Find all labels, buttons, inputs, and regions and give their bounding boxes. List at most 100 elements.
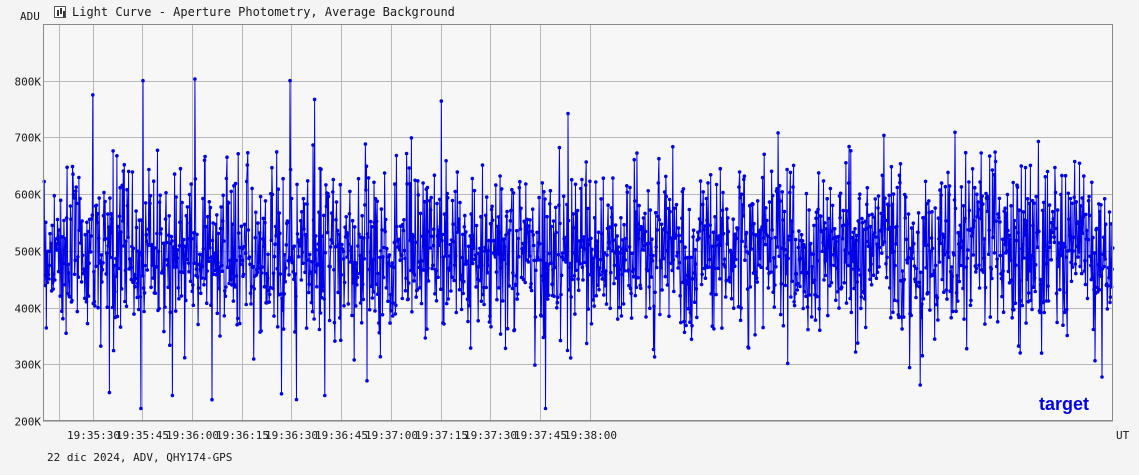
data-point	[121, 169, 126, 173]
data-point	[659, 222, 664, 226]
data-point	[700, 272, 704, 277]
data-point	[870, 253, 875, 257]
data-point	[47, 277, 51, 281]
data-point	[566, 218, 571, 223]
data-point	[956, 230, 960, 235]
data-point	[965, 256, 970, 261]
data-point	[540, 274, 544, 278]
data-point	[242, 244, 246, 249]
data-point	[195, 275, 200, 279]
data-point	[985, 209, 990, 214]
data-point	[837, 306, 841, 310]
data-point	[853, 350, 858, 354]
data-point	[102, 190, 106, 195]
data-point	[444, 159, 448, 163]
data-point	[838, 191, 843, 196]
data-point	[1005, 249, 1009, 253]
data-point	[911, 250, 915, 254]
data-point	[998, 253, 1003, 258]
data-point	[453, 189, 458, 194]
data-point	[364, 188, 368, 192]
data-point	[629, 316, 634, 320]
data-point	[792, 300, 796, 304]
data-point	[59, 268, 64, 272]
data-point	[1081, 215, 1086, 219]
data-point	[646, 241, 651, 246]
data-point	[423, 336, 428, 340]
data-point	[627, 245, 632, 249]
data-point	[693, 247, 697, 252]
data-point	[389, 308, 393, 313]
data-point	[334, 200, 339, 204]
data-point	[1050, 230, 1055, 235]
data-point	[913, 279, 918, 284]
data-point	[707, 257, 712, 262]
data-point	[568, 356, 573, 360]
data-point	[370, 296, 375, 300]
data-point	[366, 235, 370, 240]
data-point	[466, 319, 470, 324]
data-point	[791, 185, 795, 189]
data-point	[754, 270, 758, 274]
data-point	[248, 262, 252, 267]
data-point	[222, 239, 226, 243]
data-point	[616, 245, 620, 249]
data-point	[651, 347, 656, 352]
data-point	[261, 237, 265, 241]
data-point	[771, 290, 775, 295]
data-point	[530, 229, 534, 234]
data-point	[719, 243, 723, 247]
data-point	[770, 193, 775, 198]
data-point	[1053, 165, 1057, 170]
data-point	[1062, 310, 1067, 315]
data-point	[864, 226, 869, 231]
data-point	[149, 285, 153, 290]
data-point	[563, 257, 567, 262]
data-point	[240, 258, 245, 263]
data-point	[56, 235, 60, 239]
data-point	[840, 236, 845, 241]
data-point	[888, 286, 892, 290]
data-point	[53, 278, 57, 282]
data-point	[1097, 287, 1102, 292]
data-point	[439, 99, 444, 103]
data-point	[341, 257, 346, 261]
data-point	[613, 223, 618, 227]
data-point	[738, 318, 743, 323]
data-point	[197, 262, 201, 267]
data-point	[99, 253, 104, 257]
data-point	[1054, 226, 1058, 231]
data-point	[875, 242, 879, 246]
data-point	[933, 263, 938, 268]
data-point	[1044, 261, 1048, 266]
data-point	[812, 278, 817, 283]
data-point	[502, 257, 506, 262]
data-point	[1061, 323, 1065, 328]
data-point	[1060, 173, 1064, 178]
data-point	[1077, 161, 1082, 166]
data-point	[214, 272, 219, 277]
data-point	[845, 221, 850, 226]
data-point	[481, 292, 485, 297]
data-point	[862, 291, 866, 295]
data-point	[711, 274, 715, 278]
data-point	[781, 323, 786, 328]
data-point	[593, 253, 598, 258]
data-point	[595, 245, 599, 250]
data-point	[865, 202, 869, 207]
data-point	[925, 290, 930, 295]
data-point	[679, 239, 684, 244]
data-point	[277, 211, 282, 215]
data-point	[494, 183, 498, 187]
data-point	[567, 265, 572, 270]
data-point	[575, 258, 579, 263]
data-point	[857, 196, 862, 201]
data-point	[571, 251, 575, 255]
data-point	[935, 302, 939, 307]
light-curve-chart[interactable]: 200K300K400K500K600K700K800K19:35:3019:3…	[0, 0, 1139, 450]
data-point	[459, 307, 464, 312]
data-point	[967, 208, 972, 213]
data-point	[186, 237, 190, 241]
data-point	[174, 265, 179, 269]
data-point	[406, 281, 411, 285]
